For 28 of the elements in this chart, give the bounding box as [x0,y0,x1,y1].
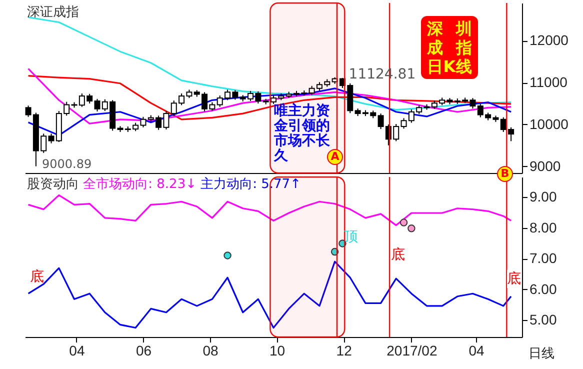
annotation: 唯主力资金引领的市场不长久 [274,103,330,164]
y-tick-label: 10000 [530,116,569,132]
annotation: 底 [507,270,521,288]
y-tick-label: 12000 [530,32,569,48]
annotation: 底 [391,246,405,264]
x-tick-label: 04 [468,342,485,358]
annotation: 深圳成指日K线 [421,16,478,79]
y-tick-label: 11000 [530,74,568,90]
y-tick-label: 9.00 [530,188,557,204]
annotation: B [497,166,513,182]
chart-title: 股资动向 [27,177,79,192]
annotation: 底 [30,268,44,286]
x-tick-label: 12 [336,342,352,358]
y-tick-label: 6.00 [530,280,557,297]
x-axis-title: 日线 [528,346,554,362]
annotation: A [327,149,343,165]
y-tick-label: 5.00 [530,312,557,328]
series-label: 全市场动向: 8.23↓ [82,177,196,192]
chart-title: 深证成指 [27,5,79,20]
y-tick-label: 8.00 [530,219,557,236]
x-tick-label: 2017/02 [386,342,438,358]
annotation: 9000.89 [42,157,92,171]
x-tick-label: 04 [69,342,85,358]
x-tick-label: 06 [136,342,152,358]
x-tick-label: 10 [269,342,286,358]
y-tick-label: 7.00 [530,250,557,266]
x-tick-label: 08 [202,342,219,358]
y-tick-label: 9000 [530,158,561,174]
